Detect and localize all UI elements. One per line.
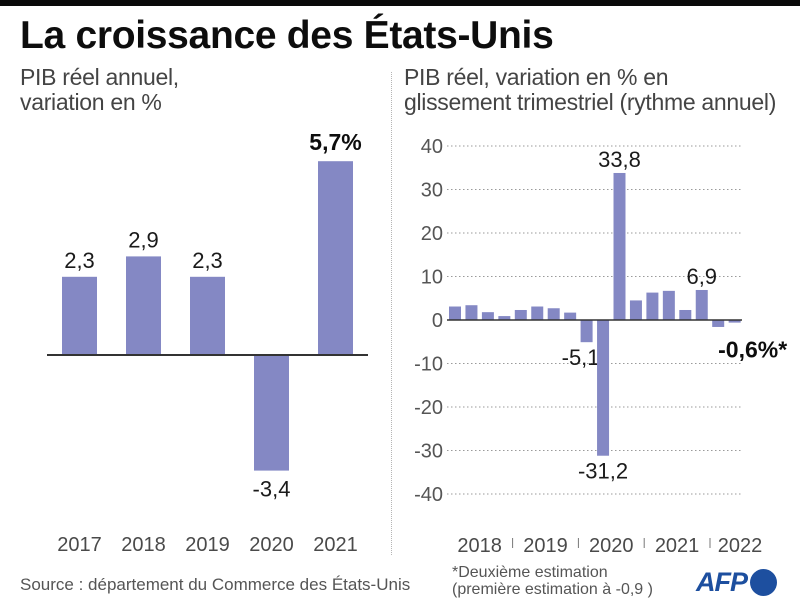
x-tick-label-2020: 2020 — [249, 534, 294, 556]
source-credit: Source : département du Commerce des Éta… — [20, 575, 411, 594]
bar-2017 — [62, 276, 97, 355]
quarter-bar — [547, 308, 560, 320]
right-subtitle-line-2: glissement trimestriel (rythme annuel) — [404, 89, 777, 115]
x-tick-label-2022: 2022 — [718, 535, 763, 557]
afp-logo-circle-icon — [750, 568, 777, 596]
quarter-bar — [646, 292, 659, 320]
x-tick-label-2021: 2021 — [655, 535, 700, 557]
panel-divider — [391, 72, 392, 555]
x-tick-label-2018: 2018 — [457, 535, 502, 557]
x-tick-label-2020: 2020 — [589, 535, 634, 557]
y-tick-label: 30 — [421, 180, 443, 202]
quarter-bar — [629, 300, 642, 320]
right-chart-subtitle: PIB réel, variation en % en glissement t… — [404, 65, 776, 115]
left-subtitle-line-2: variation en % — [20, 89, 162, 115]
footnote-line-2: (première estimation à -0,9 ) — [452, 581, 653, 598]
footnote: *Deuxième estimation (première estimatio… — [452, 564, 653, 598]
quarter-bar — [597, 320, 610, 456]
x-tick-label-2018: 2018 — [121, 534, 166, 556]
quarter-bar — [662, 290, 675, 320]
quarter-bar — [712, 320, 725, 327]
y-tick-label: 20 — [421, 223, 443, 245]
y-tick-label: 40 — [421, 136, 443, 158]
value-label-2017: 2,3 — [64, 248, 95, 273]
page-title: La croissance des États-Unis — [20, 14, 554, 57]
afp-logo-text: AFP — [696, 567, 748, 597]
y-tick-label: -20 — [414, 397, 443, 419]
footnote-line-1: *Deuxième estimation — [452, 564, 608, 581]
quarter-bar — [728, 320, 741, 323]
y-tick-label: 0 — [432, 310, 443, 332]
right-subtitle-line-1: PIB réel, variation en % en — [404, 64, 669, 90]
quarter-bar — [679, 309, 692, 320]
quarter-value-label: -0,6%* — [718, 337, 787, 363]
quarter-bar — [580, 320, 593, 343]
quarter-value-label: 6,9 — [686, 264, 717, 289]
x-tick-label-2019: 2019 — [523, 535, 568, 557]
bar-2021 — [318, 161, 353, 355]
value-label-2020: -3,4 — [253, 477, 291, 502]
bar-2020 — [254, 355, 289, 471]
left-chart-subtitle: PIB réel annuel, variation en % — [20, 65, 179, 115]
annual-gdp-chart: 2,3 2017 2,9 2018 2,3 2019 -3,4 2020 5,7% 2021 — [47, 129, 368, 556]
quarter-bar — [531, 306, 544, 320]
quarter-value-label: -5,1 — [562, 345, 600, 370]
quarter-value-label: -31,2 — [578, 459, 628, 484]
value-label-2021: 5,7% — [309, 129, 361, 155]
value-label-2018: 2,9 — [128, 227, 159, 252]
bar-2018 — [126, 256, 161, 355]
quarter-bar — [564, 312, 577, 320]
y-tick-label: -30 — [414, 441, 443, 463]
x-tick-label-2021: 2021 — [313, 534, 358, 556]
x-tick-label-2017: 2017 — [57, 534, 102, 556]
bar-2019 — [190, 276, 225, 355]
quarter-bar — [449, 306, 461, 320]
y-tick-label: -40 — [414, 484, 443, 506]
y-tick-label: -10 — [414, 354, 443, 376]
top-rule — [0, 0, 800, 6]
quarter-bar — [695, 289, 708, 320]
quarter-value-label: 33,8 — [598, 147, 641, 172]
y-tick-label: 10 — [421, 267, 443, 289]
afp-logo: AFP — [696, 567, 777, 597]
quarterly-gdp-chart: 40 30 20 10 0 -10 -20 -30 -40 -5,1 -31,2 33,8 6,9 -0,… — [414, 136, 787, 557]
quarter-bar — [498, 316, 511, 320]
value-label-2019: 2,3 — [192, 248, 223, 273]
quarter-bar — [465, 305, 478, 320]
left-subtitle-line-1: PIB réel annuel, — [20, 64, 179, 90]
quarter-bar — [514, 309, 527, 320]
quarter-bar — [613, 172, 626, 320]
x-tick-label-2019: 2019 — [185, 534, 230, 556]
quarter-bar — [481, 312, 494, 320]
